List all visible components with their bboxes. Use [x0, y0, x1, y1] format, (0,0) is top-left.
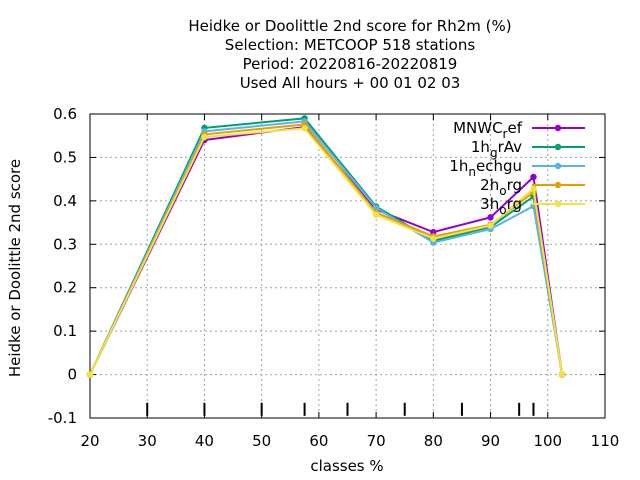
y-tick-label: 0.4 — [53, 192, 77, 210]
series-line — [89, 123, 564, 376]
legend-item-3: 1hnechgu — [449, 157, 585, 179]
y-tick-label: 0 — [67, 366, 77, 384]
legend-marker — [554, 162, 562, 170]
y-tick-label: -0.1 — [48, 409, 77, 427]
x-tick-label: 100 — [533, 432, 562, 450]
legend-item-4: 2horg — [480, 176, 585, 198]
x-tick-label: 20 — [80, 432, 99, 450]
y-tick-label: 0.6 — [53, 105, 77, 123]
legend-marker — [554, 181, 562, 189]
data-point — [301, 125, 308, 132]
legend-marker — [554, 143, 562, 151]
series-group — [86, 115, 566, 378]
legend-item-5: 3horg — [480, 195, 585, 217]
x-tick-label: 70 — [367, 432, 386, 450]
x-tick-label: 110 — [591, 432, 620, 450]
legend-item-1: MNWCref — [453, 119, 585, 141]
x-tick-label: 50 — [252, 432, 271, 450]
legend-label: 1hnechgu — [449, 157, 522, 179]
x-tick-label: 30 — [138, 432, 157, 450]
data-point — [487, 214, 494, 221]
y-axis-label: Heidke or Doolittle 2nd score — [6, 159, 24, 377]
data-point — [487, 222, 494, 229]
x-tick-label: 60 — [309, 432, 328, 450]
data-point — [558, 371, 566, 378]
series-5 — [86, 125, 566, 378]
legend-marker — [554, 200, 562, 208]
class-markers — [146, 402, 535, 416]
legend-label: MNWCref — [453, 119, 523, 141]
legend-label: 2horg — [480, 176, 522, 198]
data-point — [530, 185, 537, 192]
legend-marker — [554, 124, 562, 132]
data-point — [201, 133, 208, 141]
title-line-3: Period: 20220816-20220819 — [242, 55, 458, 73]
legend-label: 3horg — [480, 195, 522, 217]
x-axis-label: classes % — [310, 457, 383, 475]
x-tick-label: 80 — [424, 432, 443, 450]
legend-label: 1hgrAv — [471, 138, 522, 160]
series-line — [89, 127, 564, 376]
x-tick-label: 40 — [195, 432, 214, 450]
data-point — [430, 235, 437, 242]
y-tick-label: 0.5 — [53, 148, 77, 166]
grid-lines — [90, 114, 605, 418]
y-tick-label: 0.1 — [53, 322, 77, 340]
data-point — [530, 173, 537, 181]
data-point — [372, 211, 380, 218]
plot-frame — [89, 113, 606, 419]
series-line — [89, 125, 564, 376]
title-line-4: Used All hours + 00 01 02 03 — [239, 74, 461, 92]
y-tick-label: 0.3 — [53, 235, 77, 253]
axis-ticks: -0.1 0 0.1 0.2 0.3 0.4 0.5 0.6 20 30 40 50 60 70 80 90 1… — [48, 105, 620, 450]
y-tick-label: 0.2 — [53, 279, 77, 297]
title-line-2: Selection: METCOOP 518 stations — [224, 36, 476, 54]
data-point — [86, 371, 94, 378]
x-tick-label: 90 — [481, 432, 500, 450]
legend-item-2: 1hgrAv — [471, 138, 585, 160]
title-line-1: Heidke or Doolittle 2nd score for Rh2m (… — [188, 17, 512, 35]
